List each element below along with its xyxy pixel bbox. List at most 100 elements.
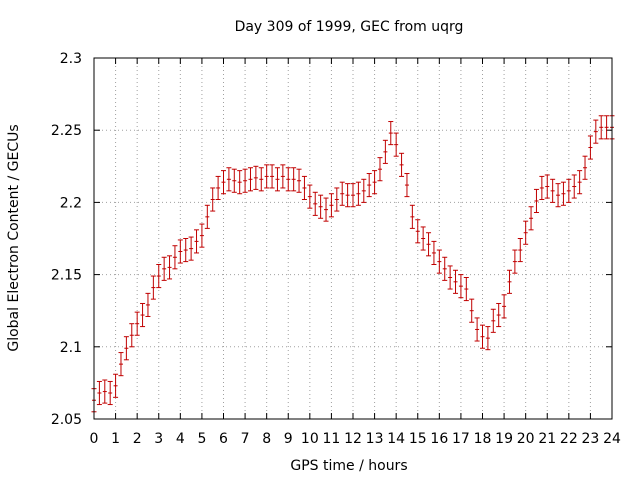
y-tick-labels: 2.05 2.1 2.15 2.2 2.25 2.3 xyxy=(51,51,82,428)
x-tick-label: 8 xyxy=(262,431,271,447)
data-point xyxy=(571,174,577,199)
data-point xyxy=(420,226,426,251)
data-point xyxy=(221,170,226,195)
x-tick-label: 20 xyxy=(517,431,535,447)
data-point xyxy=(161,256,167,281)
data-point xyxy=(107,380,113,406)
x-tick-label: 16 xyxy=(430,431,448,447)
data-point xyxy=(345,183,351,208)
data-point xyxy=(404,173,410,198)
data-point xyxy=(237,170,243,195)
data-point xyxy=(274,167,280,192)
data-point xyxy=(140,302,146,328)
data-point xyxy=(506,269,512,294)
x-tick-label: 5 xyxy=(197,431,206,447)
y-axis-label: Global Electron Content / GECUs xyxy=(6,124,22,351)
x-tick-label: 2 xyxy=(133,431,142,447)
x-tick-label: 17 xyxy=(452,431,470,447)
data-point xyxy=(183,238,189,263)
data-point xyxy=(480,324,485,349)
x-tick-labels: 0 1 2 3 4 5 6 7 8 9 10 11 12 13 14 15 16 17 18 19 20 21 22 23 24 xyxy=(90,431,621,447)
x-tick-label: 22 xyxy=(560,431,578,447)
data-point xyxy=(366,173,372,198)
data-point xyxy=(328,193,334,218)
data-point xyxy=(447,265,453,290)
data-point xyxy=(604,115,610,140)
data-point xyxy=(145,292,151,317)
data-point xyxy=(323,197,329,222)
data-point xyxy=(296,168,302,193)
data-point xyxy=(393,132,399,157)
data-point xyxy=(436,249,442,274)
data-point xyxy=(593,119,599,144)
x-tick-label: 10 xyxy=(301,431,319,447)
y-tick-label: 2.05 xyxy=(51,412,82,428)
data-point xyxy=(96,380,102,406)
y-tick-label: 2.25 xyxy=(51,123,82,139)
data-point xyxy=(231,168,237,193)
y-tick-label: 2.1 xyxy=(60,340,82,356)
data-point xyxy=(350,183,356,208)
data-point xyxy=(172,245,178,270)
data-point xyxy=(258,167,264,192)
data-point xyxy=(194,229,200,254)
x-tick-label: 23 xyxy=(582,431,600,447)
data-point xyxy=(253,165,259,190)
data-point xyxy=(458,274,464,299)
data-point xyxy=(426,232,432,257)
x-tick-label: 9 xyxy=(284,431,293,447)
data-point xyxy=(215,175,221,201)
data-point xyxy=(134,311,140,336)
data-point xyxy=(226,167,232,192)
data-point xyxy=(501,294,507,319)
data-point xyxy=(382,139,388,164)
series-gec xyxy=(91,115,615,413)
data-point xyxy=(399,152,405,177)
data-point xyxy=(539,175,545,201)
data-point xyxy=(388,121,394,146)
y-tick-label: 2.15 xyxy=(51,268,82,284)
data-point xyxy=(496,302,502,328)
data-point xyxy=(129,323,135,348)
data-point xyxy=(453,269,459,294)
data-point xyxy=(587,135,593,160)
x-tick-label: 15 xyxy=(409,431,427,447)
data-point xyxy=(199,223,205,248)
data-point xyxy=(544,174,550,199)
data-point xyxy=(113,373,119,398)
data-point xyxy=(512,249,518,274)
data-point xyxy=(555,183,561,208)
data-point xyxy=(469,298,475,323)
x-tick-label: 7 xyxy=(241,431,250,447)
data-point xyxy=(242,168,248,193)
data-point xyxy=(528,206,534,231)
data-point xyxy=(318,194,324,219)
data-point xyxy=(577,170,583,195)
data-point xyxy=(598,115,604,140)
data-point xyxy=(150,275,156,300)
data-point xyxy=(463,276,469,302)
data-point xyxy=(247,167,253,192)
y-tick-label: 2.2 xyxy=(60,195,82,211)
x-tick-label: 6 xyxy=(219,431,228,447)
data-point xyxy=(377,157,383,182)
x-tick-label: 3 xyxy=(154,431,163,447)
data-point xyxy=(355,181,361,206)
data-point xyxy=(285,167,291,192)
data-point xyxy=(312,191,318,216)
data-point xyxy=(307,184,313,209)
x-tick-label: 1 xyxy=(111,431,120,447)
data-point xyxy=(474,317,480,342)
x-tick-label: 12 xyxy=(344,431,362,447)
data-point xyxy=(550,178,556,203)
data-point xyxy=(582,155,588,180)
data-point xyxy=(442,256,448,281)
data-point xyxy=(264,164,270,189)
data-point xyxy=(204,204,210,229)
data-point xyxy=(167,255,173,280)
data-point xyxy=(123,336,129,361)
data-point xyxy=(339,181,345,206)
data-point xyxy=(533,188,539,214)
data-point xyxy=(415,219,421,244)
